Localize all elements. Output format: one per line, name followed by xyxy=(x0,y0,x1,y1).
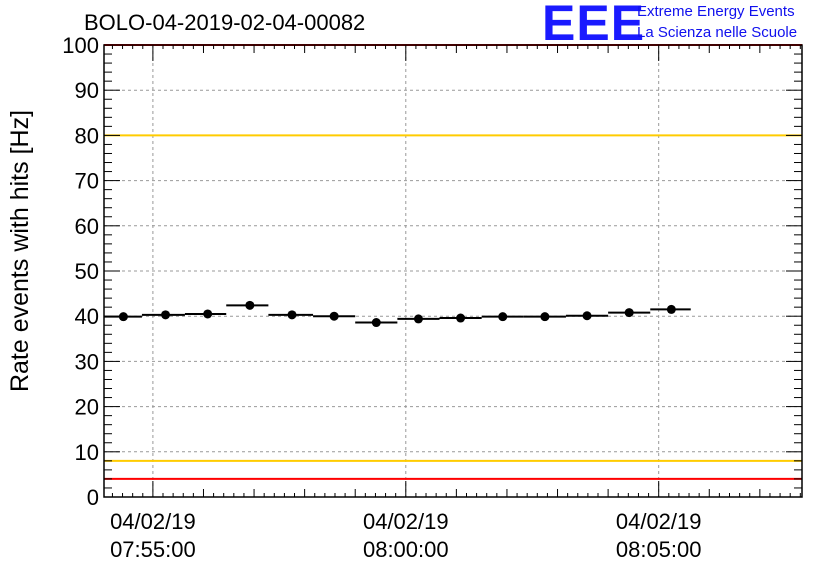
data-point xyxy=(118,312,128,322)
data-point xyxy=(413,314,423,324)
data-point xyxy=(329,311,339,321)
data-marks xyxy=(104,300,691,328)
data-point xyxy=(540,312,550,322)
data-point xyxy=(245,300,255,310)
y-tick-label: 40 xyxy=(75,304,99,329)
y-tick-label: 30 xyxy=(75,349,99,374)
y-tick-label: 100 xyxy=(62,33,99,58)
data-point xyxy=(582,311,592,321)
data-point xyxy=(498,312,508,322)
x-tick-date: 04/02/19 xyxy=(616,509,702,534)
data-point xyxy=(161,310,171,320)
data-point xyxy=(666,304,676,314)
logo-subtitle-line2: La Scienza nelle Scuole xyxy=(637,24,798,41)
data-point xyxy=(456,313,466,323)
x-tick-time: 08:00:00 xyxy=(363,537,449,562)
eee-logo-text: EEE xyxy=(542,0,646,51)
reference-lines xyxy=(104,44,802,480)
grid-lines xyxy=(104,45,802,497)
data-point xyxy=(287,310,297,320)
y-tick-label: 0 xyxy=(87,485,99,510)
data-point xyxy=(203,309,213,319)
x-tick-date: 04/02/19 xyxy=(363,509,449,534)
y-axis-label: Rate events with hits [Hz] xyxy=(6,110,34,392)
y-tick-label: 10 xyxy=(75,440,99,465)
y-tick-labels: 0 10 20 30 40 50 60 70 80 90 100 xyxy=(62,33,99,510)
x-tick-time: 07:55:00 xyxy=(110,537,196,562)
y-tick-label: 50 xyxy=(75,259,99,284)
chart-title: BOLO-04-2019-02-04-00082 xyxy=(84,10,366,35)
y-tick-label: 80 xyxy=(75,123,99,148)
y-tick-label: 70 xyxy=(75,169,99,194)
y-tick-label: 20 xyxy=(75,395,99,420)
y-tick-label: 90 xyxy=(75,78,99,103)
x-tick-labels: 04/02/19 07:55:00 04/02/19 08:00:00 04/02/19… xyxy=(110,509,701,562)
axis-ticks xyxy=(104,44,802,498)
data-point xyxy=(371,318,381,328)
logo-subtitle-line1: Extreme Energy Events xyxy=(637,3,795,20)
x-tick-date: 04/02/19 xyxy=(110,509,196,534)
x-tick-time: 08:05:00 xyxy=(616,537,702,562)
data-point xyxy=(624,308,634,318)
y-tick-label: 60 xyxy=(75,214,99,239)
